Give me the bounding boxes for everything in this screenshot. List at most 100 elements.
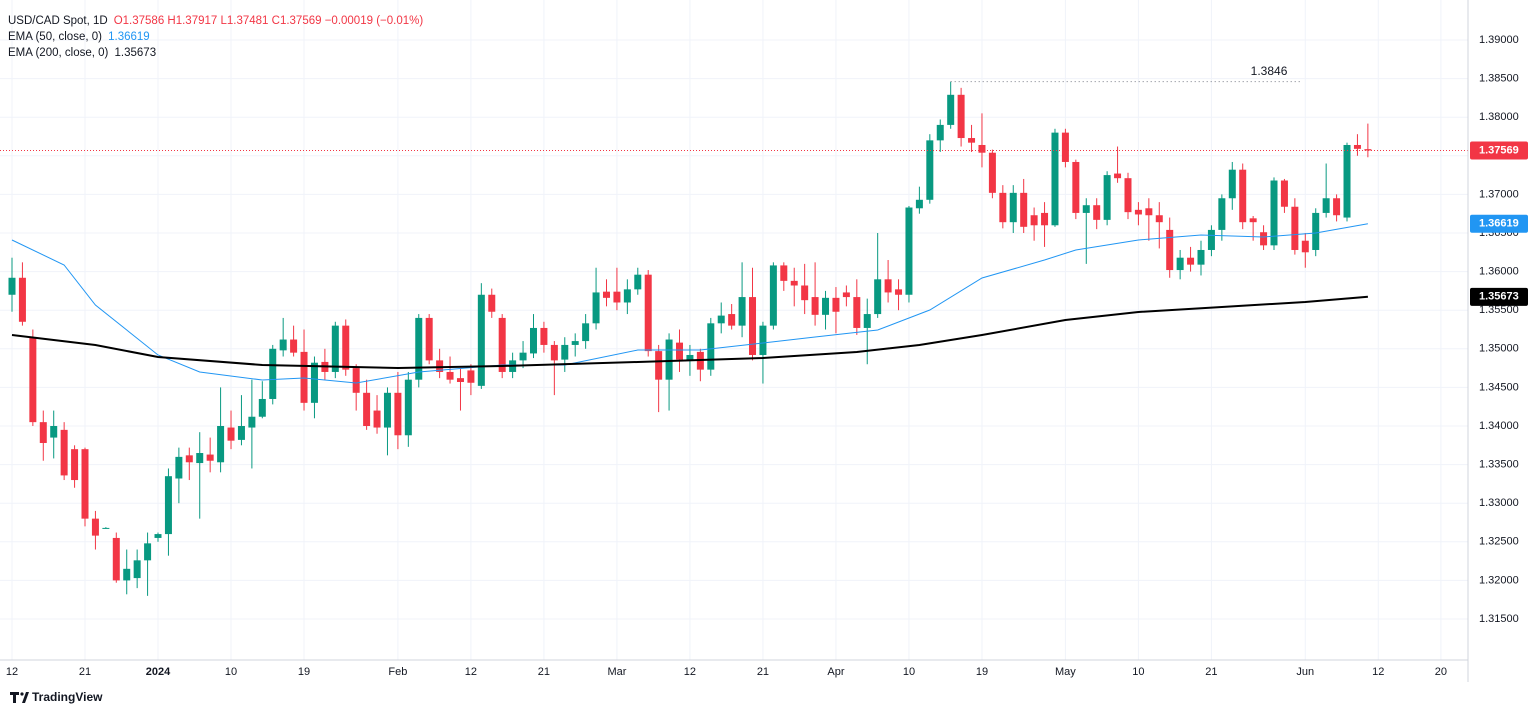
candle-body [1103,175,1111,220]
logo-dot [20,692,24,696]
candle-body [780,265,788,281]
high-marker-label: 1.3846 [1251,64,1288,78]
candle-body [81,449,89,519]
price-tag-label: 1.36619 [1479,218,1519,230]
candle-body [185,455,193,463]
candle-body [968,138,976,143]
candle-body [561,344,569,360]
candle-body [1124,178,1132,213]
grid [0,0,1468,660]
candle-body [592,292,600,324]
candle-body [404,379,412,436]
y-tick-label: 1.35000 [1479,343,1519,355]
candle-body [947,94,955,125]
candle-body [571,341,579,345]
logo [10,692,29,703]
x-tick-label: 12 [684,666,696,678]
ema-200-name: EMA (200, close, 0) [8,47,109,59]
candle-body [759,325,767,355]
y-tick-label: 1.32500 [1479,536,1519,548]
candle-body [905,207,913,295]
candle-body [655,351,663,380]
candle-body [519,352,527,361]
candle-body [1322,198,1330,213]
candle-body [915,199,923,209]
x-tick-label: 21 [757,666,769,678]
price-tag [1470,214,1528,233]
candle-body [60,429,68,476]
candle-body [300,351,308,403]
candle-body [895,289,903,295]
candle-body [415,317,423,380]
candle-body [331,325,339,372]
candle-body [373,410,381,428]
candle-body [676,342,684,360]
candle-body [164,476,172,535]
plot: 1.3846 [0,64,1468,596]
candle-body [738,297,746,326]
candle-body [769,265,777,326]
candle-body [1176,257,1184,271]
candle-body [707,323,715,370]
x-tick-label: 12 [465,666,477,678]
candle-body [1364,149,1372,151]
x-tick-label: 12 [1372,666,1384,678]
candle-body [352,368,360,393]
candle-body [1249,218,1257,223]
x-tick-label: 19 [976,666,988,678]
candle-body [1041,212,1049,226]
candle-body [999,192,1007,223]
x-tick-label: 20 [1435,666,1447,678]
candle-body [1061,132,1069,162]
candle-body [822,297,830,315]
candle-body [1260,232,1268,246]
y-tick-label: 1.33500 [1479,459,1519,471]
candle-body [123,568,131,581]
ema-50-name: EMA (50, close, 0) [8,31,102,43]
y-tick-label: 1.31500 [1479,613,1519,625]
ema-line [11,295,1368,370]
ema-200-value: 1.35673 [115,47,157,59]
candle-body [227,427,235,441]
candle-body [269,348,277,399]
candle-body [853,297,861,328]
candle-body [498,317,506,372]
y-tick-label: 1.38500 [1479,72,1519,84]
y-tick-label: 1.38000 [1479,111,1519,123]
candle-body [790,280,798,286]
candle-body [957,94,965,139]
candle-body [623,289,631,303]
ema-line [11,223,1368,384]
candle-body [665,339,673,380]
candle-body [1155,215,1163,223]
candle-body [1145,208,1153,216]
candle-body [1197,249,1205,265]
candle-body [1353,144,1361,149]
x-tick-label: 21 [79,666,91,678]
branding: TradingView [10,690,103,704]
candle-body [1301,240,1309,253]
y-tick-label: 1.34500 [1479,381,1519,393]
candle-body [728,314,736,326]
price-tag-label: 1.37569 [1479,144,1519,156]
candle-body [1009,192,1017,223]
ohlc-values: O1.37586 H1.37917 L1.37481 C1.37569 −0.0… [114,15,424,27]
candle-body [50,426,58,438]
candle-body [102,527,110,529]
candle-body [1020,192,1028,227]
candle-body [1072,161,1080,213]
price-tag-label: 1.35673 [1479,291,1519,303]
price-tag [1470,287,1528,306]
axes: 1.31500 1.32000 1.32500 1.33000 1.33500 1.340… [6,34,1528,678]
candle-body [290,339,298,353]
candle-body [39,422,47,443]
y-tick-label: 1.36000 [1479,266,1519,278]
candle-body [467,370,475,383]
candle-body [1114,173,1122,179]
candle-body [717,315,725,324]
candle-body [749,297,757,355]
candle-body [446,371,454,380]
candle-body [383,392,391,428]
candle-body [363,392,371,427]
candle-body [1166,229,1174,271]
